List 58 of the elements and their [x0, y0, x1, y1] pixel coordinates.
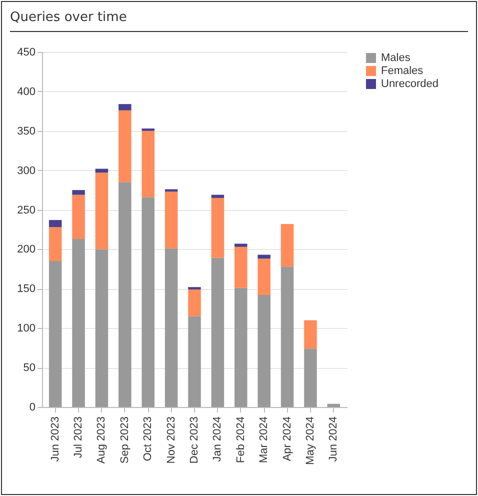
x-tick-label: Nov 2023: [165, 416, 178, 464]
x-tick-label: Jul 2023: [72, 416, 85, 458]
bar: [234, 244, 248, 247]
bar: [48, 227, 62, 262]
bar: [258, 258, 270, 295]
x-tick-label: Feb 2024: [234, 416, 247, 463]
bar: [48, 220, 62, 228]
bar: [211, 194, 224, 198]
bar: [72, 238, 85, 407]
x-tick-label: Jun 2023: [49, 416, 62, 462]
bar: [258, 294, 270, 407]
x-tick-label: May 2024: [304, 416, 316, 465]
x-tick-label: Aug 2023: [96, 416, 108, 464]
bar: [118, 110, 132, 182]
y-tick-label: 400: [17, 86, 36, 98]
bar: [304, 348, 317, 407]
bar: [48, 261, 62, 407]
x-tick-label: Jan 2024: [212, 416, 224, 462]
bar: [142, 197, 154, 407]
bar: [234, 288, 248, 407]
y-tick-label: 50: [23, 362, 36, 374]
bar: [118, 182, 132, 407]
y-tick-label: 300: [17, 164, 36, 177]
bar: [142, 130, 154, 198]
y-tick-label: 450: [17, 46, 36, 58]
bar: [164, 192, 178, 248]
bar: [95, 172, 108, 250]
bar: [304, 320, 317, 349]
y-tick-label: 100: [17, 322, 36, 335]
bar: [280, 266, 294, 407]
bar: [95, 249, 108, 407]
x-tick-label: Mar 2024: [258, 416, 270, 463]
bar: [234, 246, 248, 288]
x-tick-label: Sep 2023: [118, 416, 131, 464]
legend-label: Females: [381, 65, 424, 77]
legend-label: Males: [381, 52, 411, 64]
y-tick-label: 250: [17, 204, 36, 216]
bar: [188, 289, 201, 316]
bar: [164, 248, 178, 407]
y-tick-label: 0: [29, 402, 36, 414]
bar: [211, 198, 224, 258]
bar: [118, 104, 132, 110]
bar: [327, 404, 340, 407]
x-tick-label: Dec 2023: [188, 416, 200, 464]
y-tick-label: 150: [17, 283, 36, 296]
chart-title: Queries over time: [10, 10, 468, 32]
bar: [258, 254, 270, 259]
bar: [280, 224, 294, 267]
bar: [211, 258, 224, 407]
y-tick-label: 200: [17, 244, 36, 256]
legend-label: Unrecorded: [381, 78, 438, 90]
x-tick-label: Oct 2023: [142, 416, 154, 462]
bar: [188, 316, 201, 407]
x-tick-label: Apr 2024: [281, 416, 294, 462]
x-tick-label: Jun 2024: [328, 416, 340, 462]
y-tick-label: 350: [17, 125, 36, 138]
bar: [72, 190, 85, 195]
bar: [72, 194, 85, 239]
